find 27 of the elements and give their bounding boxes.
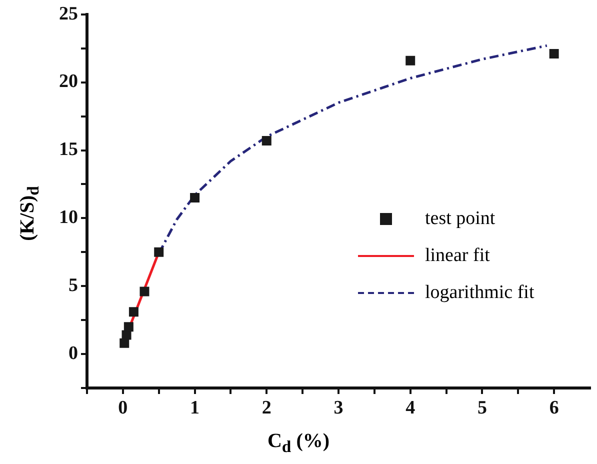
x-tick-label: 2 [262, 397, 272, 418]
point [120, 338, 130, 348]
point [154, 247, 164, 257]
x-tick-label: 0 [118, 397, 128, 418]
x-tick-label: 4 [406, 397, 416, 418]
point [128, 307, 138, 317]
point [549, 49, 559, 59]
legend-label: test point [425, 208, 496, 230]
legend-label: logarithmic fit [425, 282, 534, 304]
x-tick-label: 3 [334, 397, 344, 418]
point [122, 330, 132, 340]
legend-label: linear fit [425, 244, 490, 266]
point [124, 322, 134, 332]
y-tick-label: 20 [59, 71, 78, 92]
point [406, 56, 416, 66]
point [190, 193, 200, 203]
point [262, 136, 272, 146]
y-tick-label: 10 [59, 207, 78, 228]
x-tick-label: 6 [549, 397, 559, 418]
y-tick-label: 15 [59, 139, 78, 160]
y-tick-label: 5 [68, 275, 78, 296]
x-tick-label: 5 [477, 397, 487, 418]
x-tick-label: 1 [190, 397, 200, 418]
y-tick-label: 25 [59, 3, 78, 24]
y-tick-label: 0 [68, 342, 78, 364]
point [140, 286, 150, 296]
x-axis-title: C$_{d}$ (%) [266, 430, 331, 457]
